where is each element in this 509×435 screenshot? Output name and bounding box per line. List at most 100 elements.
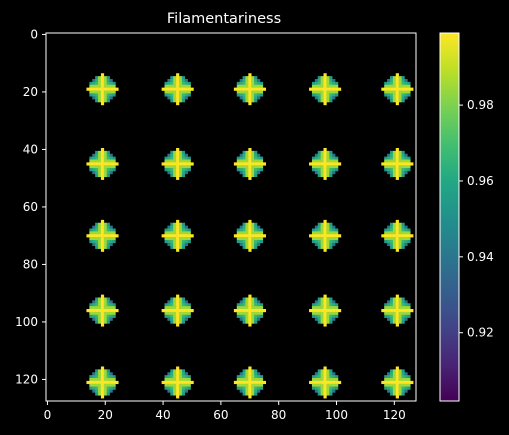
heatmap-pixel: [112, 311, 116, 316]
heatmap-pixel: [176, 168, 180, 172]
heatmap-pixel: [109, 303, 113, 307]
heatmap-pixel: [251, 369, 255, 373]
heatmap-pixel: [100, 314, 105, 318]
heatmap-pixel: [184, 156, 188, 160]
heatmap-pixel: [100, 148, 105, 152]
heatmap-pixel: [112, 237, 116, 241]
heatmap-pixel: [248, 99, 252, 103]
heatmap-pixel: [248, 366, 252, 370]
heatmap-pixel: [251, 99, 255, 103]
heatmap-pixel: [387, 300, 391, 304]
heatmap-pixel: [181, 84, 186, 88]
heatmap-pixel: [398, 87, 402, 91]
heatmap-pixel: [242, 168, 246, 172]
heatmap-pixel: [398, 156, 402, 160]
heatmap-pixel: [242, 372, 246, 376]
heatmap-pixel: [329, 159, 333, 163]
heatmap-pixel: [254, 392, 258, 396]
heatmap-pixel: [95, 311, 99, 316]
heatmap-pixel: [239, 165, 243, 169]
heatmap-pixel: [401, 309, 405, 313]
heatmap-pixel: [332, 380, 336, 385]
heatmap-pixel: [167, 372, 171, 376]
heatmap-pixel: [259, 228, 264, 232]
heatmap-pixel: [326, 76, 330, 80]
heatmap-pixel: [401, 76, 405, 80]
heatmap-pixel: [323, 366, 327, 370]
heatmap-pixel: [335, 90, 339, 94]
heatmap-pixel: [257, 300, 261, 304]
heatmap-pixel: [398, 225, 402, 229]
heatmap-pixel: [167, 156, 171, 160]
heatmap-pixel: [187, 84, 191, 88]
heatmap-pixel: [326, 84, 330, 88]
heatmap-pixel: [389, 300, 394, 304]
heatmap-pixel: [187, 240, 191, 244]
heatmap-pixel: [248, 309, 252, 313]
heatmap-pixel: [398, 306, 402, 310]
heatmap-pixel: [106, 168, 110, 172]
heatmap-pixel: [170, 173, 174, 178]
heatmap-pixel: [395, 300, 399, 304]
heatmap-pixel: [401, 159, 405, 163]
heatmap-pixel: [89, 159, 93, 163]
heatmap-pixel: [170, 162, 174, 166]
heatmap-pixel: [106, 314, 110, 318]
heatmap-pixel: [106, 303, 110, 307]
heatmap-pixel: [398, 237, 402, 241]
heatmap-pixel: [89, 309, 93, 313]
heatmap-pixel: [100, 99, 105, 103]
heatmap-pixel: [173, 372, 177, 376]
heatmap-pixel: [92, 309, 96, 313]
heatmap-pixel: [173, 165, 177, 169]
heatmap-pixel: [311, 90, 316, 94]
heatmap-pixel: [184, 372, 188, 376]
heatmap-pixel: [251, 90, 255, 94]
heatmap-pixel: [392, 87, 397, 91]
heatmap-pixel: [92, 165, 96, 169]
heatmap-pixel: [106, 228, 110, 232]
heatmap-pixel: [392, 237, 397, 241]
heatmap-pixel: [251, 228, 255, 232]
heatmap-pixel: [332, 389, 336, 393]
heatmap-pixel: [176, 369, 180, 373]
heatmap-pixel: [95, 383, 99, 387]
heatmap-pixel: [395, 153, 399, 157]
heatmap-pixel: [387, 171, 391, 175]
heatmap-pixel: [311, 309, 316, 313]
heatmap-pixel: [236, 90, 240, 94]
heatmap-pixel: [98, 84, 102, 88]
heatmap-pixel: [92, 234, 96, 238]
heatmap-pixel: [167, 225, 171, 229]
heatmap-pixel: [173, 389, 177, 393]
heatmap-pixel: [100, 73, 105, 77]
heatmap-pixel: [245, 84, 249, 88]
heatmap-pixel: [176, 320, 180, 324]
heatmap-pixel: [181, 314, 186, 318]
heatmap-pixel: [387, 165, 391, 169]
heatmap-pixel: [236, 311, 240, 316]
heatmap-pixel: [106, 242, 110, 247]
heatmap-pixel: [176, 314, 180, 318]
heatmap-blob: [381, 294, 414, 327]
heatmap-pixel: [323, 222, 327, 226]
heatmap-pixel: [398, 93, 402, 97]
heatmap-pixel: [100, 84, 105, 88]
heatmap-pixel: [311, 165, 316, 169]
heatmap-pixel: [323, 300, 327, 304]
heatmap-pixel: [257, 386, 261, 390]
heatmap-pixel: [100, 297, 105, 301]
heatmap-pixel: [395, 90, 399, 94]
heatmap-blob: [233, 148, 266, 180]
heatmap-pixel: [178, 369, 183, 373]
heatmap-pixel: [387, 159, 391, 163]
heatmap-pixel: [98, 150, 102, 155]
heatmap-pixel: [392, 309, 397, 313]
heatmap-pixel: [187, 159, 191, 163]
heatmap-pixel: [326, 303, 330, 307]
heatmap-pixel: [401, 300, 405, 304]
heatmap-pixel: [167, 79, 171, 83]
heatmap-pixel: [401, 311, 405, 316]
heatmap-pixel: [173, 375, 177, 379]
heatmap-pixel: [173, 156, 177, 160]
